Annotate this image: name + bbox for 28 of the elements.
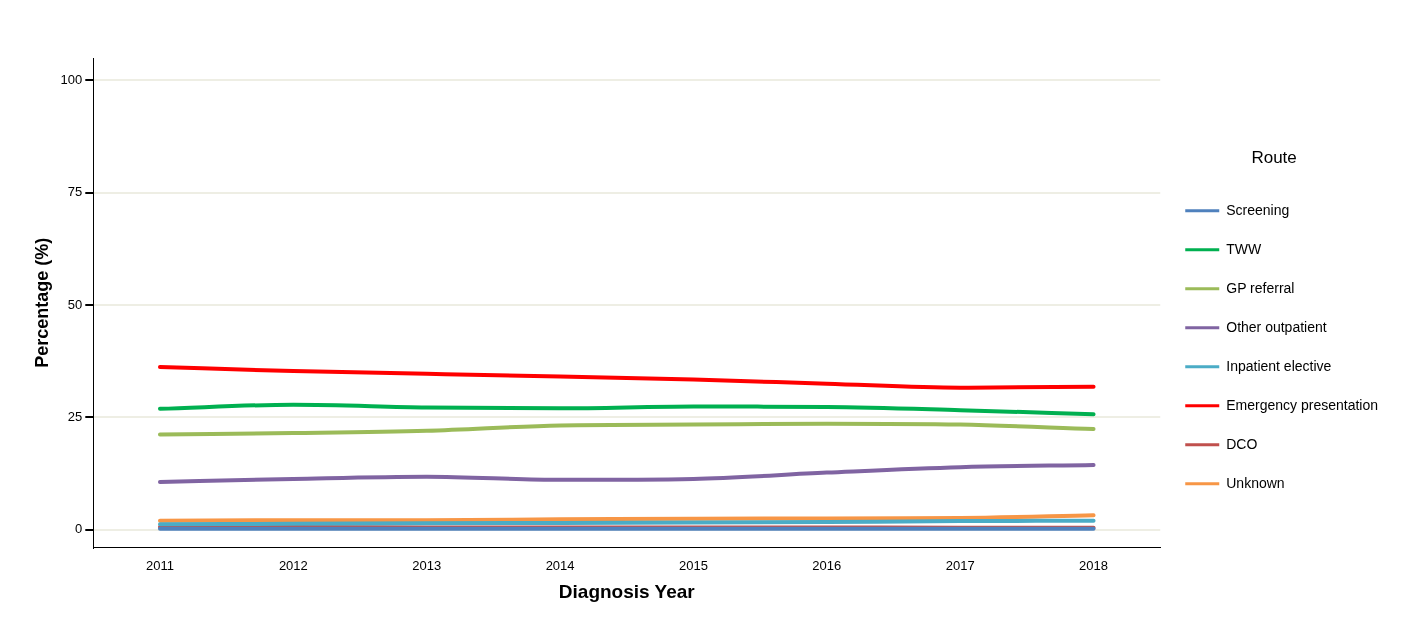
x-tick-label: 2016 [812, 557, 842, 573]
line-series [157, 462, 1096, 485]
x-axis-title: Diagnosis Year [558, 580, 696, 602]
legend-label: Screening [1226, 201, 1290, 218]
y-tick-label: 25 [67, 408, 83, 424]
legend-label: Emergency presentation [1226, 396, 1379, 413]
line-series [157, 421, 1096, 437]
x-tick-label: 2014 [545, 557, 575, 573]
legend-label: Unknown [1226, 474, 1285, 491]
legend-label: Other outpatient [1226, 318, 1327, 335]
y-tick-label: 0 [75, 521, 83, 537]
line-series [157, 402, 1096, 417]
y-tick-label: 50 [67, 296, 83, 312]
x-tick-label: 2013 [412, 557, 442, 573]
x-tick-label: 2017 [945, 557, 975, 573]
x-tick-label: 2015 [678, 557, 708, 573]
x-tick-label: 2011 [145, 557, 174, 573]
line-series [157, 365, 1096, 390]
y-axis-title: Percentage (%) [31, 237, 52, 368]
legend-title: Route [1251, 148, 1297, 168]
legend-label: GP referral [1226, 279, 1295, 296]
legend-label: TWW [1226, 240, 1263, 257]
x-tick-label: 2018 [1079, 557, 1109, 573]
y-tick-label: 75 [67, 184, 83, 200]
y-tick-label: 100 [60, 72, 83, 88]
legend-label: Inpatient elective [1226, 357, 1332, 374]
legend-label: DCO [1226, 435, 1258, 452]
x-tick-label: 2012 [278, 557, 308, 573]
